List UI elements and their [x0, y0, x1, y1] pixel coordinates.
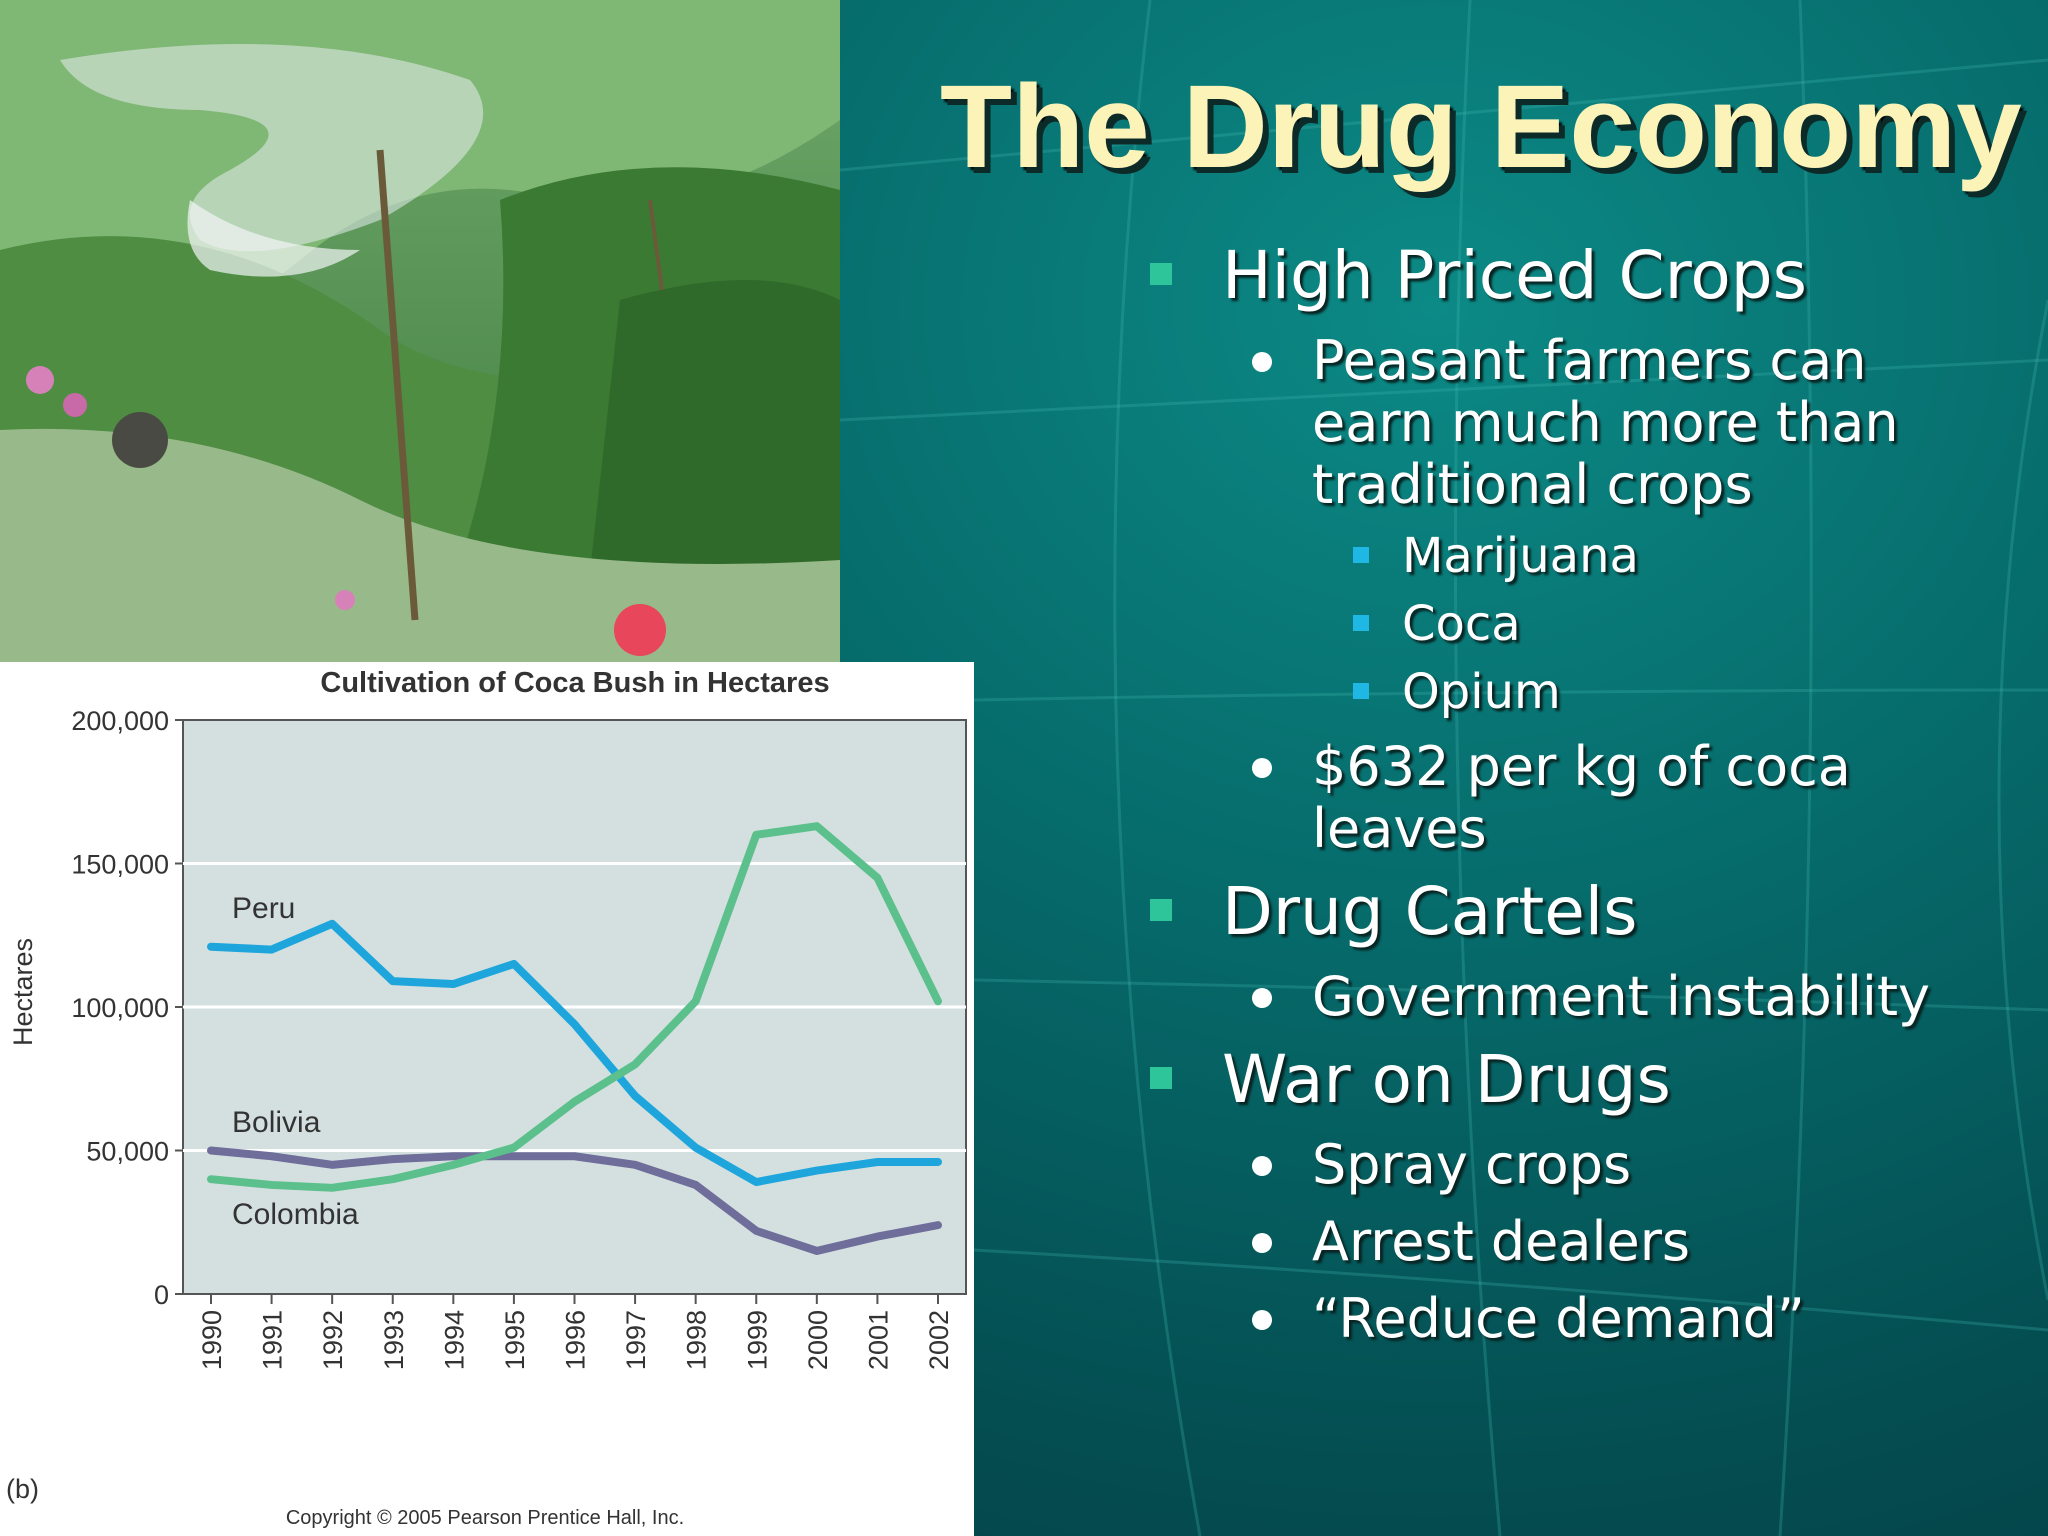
bullet-dot-icon: [1252, 352, 1272, 372]
x-tick-label: 1991: [258, 1310, 288, 1370]
series-label-bolivia: Bolivia: [232, 1106, 321, 1139]
x-tick-label: 1996: [561, 1310, 591, 1370]
panel-label: (b): [6, 1474, 39, 1504]
x-tick-label: 2002: [924, 1310, 954, 1370]
y-tick-label: 50,000: [86, 1137, 169, 1167]
y-tick-label: 200,000: [71, 706, 169, 736]
bullet-marijuana: Marijuana: [1402, 528, 1639, 584]
slide-title: The Drug Economy: [940, 61, 2022, 193]
bullet-peasant-farmers-line-1: Peasant farmers can: [1312, 329, 1867, 392]
crop-spraying-photo: [0, 0, 840, 662]
bullet-peasant-farmers-line-3: traditional crops: [1312, 453, 1753, 516]
x-tick-label: 1992: [318, 1310, 348, 1370]
x-tick-label: 1990: [197, 1310, 227, 1370]
copyright-notice: Copyright © 2005 Pearson Prentice Hall, …: [286, 1507, 684, 1529]
bullet-drug-cartels: Drug Cartels: [1222, 873, 1638, 950]
bullet-coca: Coca: [1402, 596, 1521, 652]
bullet-square-icon: [1150, 899, 1172, 921]
series-label-peru: Peru: [232, 892, 295, 925]
bullet-dot-icon: [1252, 1233, 1272, 1253]
series-label-colombia: Colombia: [232, 1198, 359, 1231]
bullet-spray-crops: Spray crops: [1312, 1133, 1632, 1196]
bullet-dot-icon: [1252, 758, 1272, 778]
series-line-peru: [207, 919, 942, 1187]
x-tick-label: 2001: [863, 1310, 893, 1370]
bullet-square-small-icon: [1353, 547, 1369, 563]
coca-cultivation-chart: Cultivation of Coca Bush in Hectares 0 50…: [6, 667, 967, 1529]
x-tick-label: 2000: [803, 1310, 833, 1370]
bullet-government-instability: Government instability: [1312, 965, 1930, 1028]
y-axis-label: Hectares: [8, 938, 38, 1046]
bullet-square-icon: [1150, 1067, 1172, 1089]
coca-cultivation-chart-panel: Cultivation of Coca Bush in Hectares 0 50…: [0, 662, 974, 1536]
x-tick-label: 1999: [742, 1310, 772, 1370]
bullet-square-icon: [1150, 263, 1172, 285]
bullet-high-priced-crops: High Priced Crops: [1222, 237, 1807, 314]
bullet-coca-price-line-2: leaves: [1312, 797, 1487, 860]
x-tick-label: 1993: [379, 1310, 409, 1370]
bullet-war-on-drugs: War on Drugs: [1222, 1041, 1671, 1118]
x-tick-label: 1995: [500, 1310, 530, 1370]
bullet-square-small-icon: [1353, 615, 1369, 631]
bullet-dot-icon: [1252, 988, 1272, 1008]
series-line-colombia: [207, 822, 942, 1192]
bullet-reduce-demand: “Reduce demand”: [1312, 1287, 1805, 1350]
bullet-opium: Opium: [1402, 664, 1561, 720]
bullet-square-small-icon: [1353, 683, 1369, 699]
x-tick-label: 1994: [439, 1310, 469, 1370]
y-tick-label: 100,000: [71, 993, 169, 1023]
x-tick-label: 1998: [682, 1310, 712, 1370]
bullet-dot-icon: [1252, 1156, 1272, 1176]
y-tick-label: 0: [154, 1280, 169, 1310]
chart-title: Cultivation of Coca Bush in Hectares: [320, 667, 829, 699]
series-line-bolivia: [207, 1146, 942, 1255]
bullet-coca-price-line-1: $632 per kg of coca: [1312, 735, 1851, 798]
x-tick-label: 1997: [621, 1310, 651, 1370]
bullet-dot-icon: [1252, 1310, 1272, 1330]
bullet-arrest-dealers: Arrest dealers: [1312, 1210, 1691, 1273]
bullet-peasant-farmers-line-2: earn much more than: [1312, 391, 1899, 454]
y-tick-label: 150,000: [71, 850, 169, 880]
